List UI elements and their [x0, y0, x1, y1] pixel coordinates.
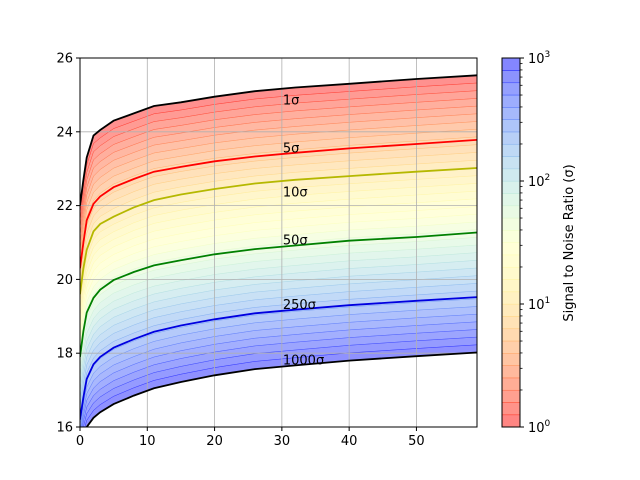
- x-tick-label: 10: [139, 434, 156, 449]
- x-tick-label: 50: [408, 434, 425, 449]
- colorbar-segment: [501, 70, 521, 84]
- y-tick-label: 24: [56, 125, 73, 140]
- series-line-10: [80, 167, 477, 295]
- series-line-50: [80, 231, 477, 358]
- colorbar-frame: [501, 57, 521, 428]
- x-tick-label: 40: [341, 434, 358, 449]
- colorbar-segment: [501, 193, 521, 207]
- colorbar-segment: [501, 340, 521, 354]
- colorbar-segment: [501, 316, 521, 330]
- y-tick-label: 22: [56, 199, 73, 214]
- series-annotation: 1000σ: [283, 354, 324, 369]
- colorbar-segment: [501, 217, 521, 231]
- colorbar-segment: [501, 156, 521, 170]
- y-axis: 16 18 20 22 24 26: [56, 52, 80, 436]
- colorbar-segment: [501, 254, 521, 268]
- y-tick-label: 16: [56, 421, 73, 436]
- series-annotation: 250σ: [283, 298, 316, 313]
- colorbar-segment: [501, 107, 521, 120]
- colorbar-segment: [501, 180, 521, 194]
- colorbar-segment: [501, 414, 521, 428]
- x-tick-label: 0: [76, 434, 84, 449]
- colorbar-segment: [501, 242, 521, 256]
- colorbar: 100 101 102 103: [501, 50, 551, 436]
- colorbar-segment: [501, 353, 521, 366]
- colorbar-segment: [501, 303, 521, 317]
- x-tick-label: 20: [206, 434, 223, 449]
- colorbar-tick-label: 102: [528, 173, 550, 190]
- colorbar-segment: [501, 57, 521, 71]
- colorbar-segment: [501, 168, 521, 182]
- colorbar-segment: [501, 291, 521, 305]
- colorbar-label: Signal to Noise Ratio (σ): [562, 164, 577, 321]
- series-line-250: [80, 296, 477, 420]
- series-annotation: 10σ: [283, 186, 308, 201]
- colorbar-segment: [501, 266, 521, 280]
- colorbar-segment: [501, 131, 521, 145]
- series-annotation: 5σ: [283, 141, 300, 156]
- colorbar-segment: [501, 119, 521, 133]
- colorbar-segment: [501, 377, 521, 391]
- colorbar-segment: [501, 389, 521, 403]
- y-tick-label: 18: [56, 347, 73, 362]
- colorbar-segment: [501, 402, 521, 416]
- y-tick-label: 26: [56, 52, 73, 67]
- snr-bands: [80, 75, 477, 427]
- colorbar-segment: [501, 365, 521, 379]
- colorbar-segment: [501, 328, 521, 342]
- series-line-5: [80, 139, 477, 269]
- y-tick-label: 20: [56, 273, 73, 288]
- colorbar-tick-label: 100: [528, 419, 551, 436]
- colorbar-tick-label: 101: [528, 296, 550, 313]
- colorbar-segment: [501, 82, 521, 96]
- x-axis: 0 10 20 30 40 50: [76, 427, 425, 449]
- colorbar-segment: [501, 143, 521, 157]
- snr-lines: [80, 74, 477, 427]
- colorbar-segment: [501, 279, 521, 293]
- x-tick-label: 30: [274, 434, 291, 449]
- plot-frame: [79, 57, 478, 428]
- colorbar-segment: [501, 205, 521, 219]
- series-annotation: 50σ: [283, 234, 308, 249]
- series-line-1: [80, 74, 477, 206]
- colorbar-segment: [501, 94, 521, 108]
- colorbar-segment: [501, 230, 521, 243]
- colorbar-tick-label: 103: [528, 50, 550, 67]
- series-annotation: 1σ: [283, 93, 300, 108]
- series-line-1000: [85, 351, 477, 427]
- annotations: 1σ 5σ 10σ 50σ 250σ 1000σ: [283, 93, 324, 368]
